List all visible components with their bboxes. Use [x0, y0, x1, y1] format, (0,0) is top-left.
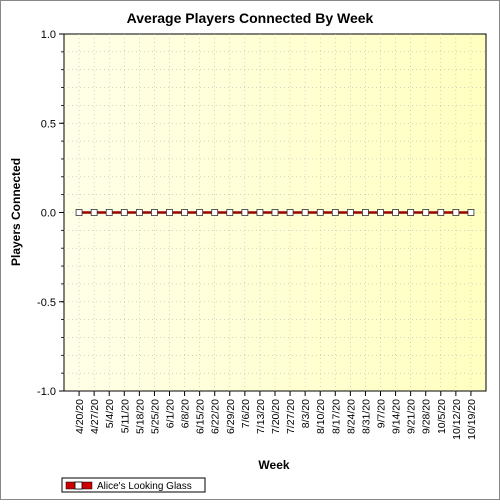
x-tick-label: 6/15/20 — [195, 399, 207, 434]
series-point — [226, 209, 234, 216]
series-point — [151, 209, 158, 216]
series-layer — [75, 209, 475, 216]
series-point — [467, 209, 475, 216]
series-point — [437, 209, 445, 216]
series-point — [392, 209, 399, 216]
y-tick-label: -1.0 — [37, 386, 56, 398]
series-point — [256, 209, 264, 216]
series-point — [316, 209, 324, 216]
series-point — [75, 209, 83, 216]
x-tick-label: 7/13/20 — [255, 399, 267, 434]
series-point — [181, 209, 188, 216]
x-tick-label: 10/19/20 — [466, 399, 478, 440]
series-point — [211, 209, 219, 216]
series-point — [301, 209, 309, 216]
x-tick-label: 5/25/20 — [149, 399, 161, 434]
series-point — [331, 209, 339, 216]
series-point — [407, 209, 415, 216]
x-axis: 4/20/20 4/27/20 5/4/20 5/11/20 5/18/20 5/25/2… — [74, 391, 478, 440]
x-tick-label: 6/22/20 — [210, 399, 222, 434]
legend-marker — [74, 481, 83, 490]
series-point — [105, 209, 113, 216]
x-tick-label: 6/29/20 — [225, 399, 237, 434]
y-axis: 1.0 0.5 0.0 -0.5 -1.0 — [37, 29, 64, 398]
series-point — [90, 209, 98, 216]
chart-title: Average Players Connected By Week — [127, 10, 374, 26]
series-point — [422, 209, 430, 216]
series-point — [196, 209, 204, 216]
x-tick-label: 4/20/20 — [74, 399, 86, 434]
legend: Alice's Looking Glass — [61, 477, 206, 493]
series-point — [452, 209, 460, 216]
y-tick-label: -0.5 — [37, 297, 56, 309]
x-tick-label: 5/11/20 — [119, 399, 131, 433]
series-point — [241, 209, 249, 216]
series-point — [362, 209, 369, 216]
x-tick-label: 5/18/20 — [134, 399, 146, 434]
series-point — [377, 209, 384, 216]
x-tick-label: 6/1/20 — [165, 399, 177, 428]
x-tick-label: 10/5/20 — [436, 399, 448, 434]
x-tick-label: 5/4/20 — [104, 399, 116, 428]
series-point — [135, 209, 143, 216]
x-tick-label: 8/17/20 — [330, 399, 342, 434]
x-tick-label: 8/3/20 — [300, 399, 312, 428]
x-tick-label: 4/27/20 — [89, 399, 101, 434]
series-point — [271, 209, 279, 216]
x-tick-label: 9/7/20 — [376, 399, 388, 428]
series-point — [120, 209, 128, 216]
y-tick-label: 0.0 — [41, 208, 56, 220]
x-tick-label: 8/31/20 — [360, 399, 372, 434]
legend-label: Alice's Looking Glass — [97, 481, 192, 492]
x-axis-label: Week — [258, 458, 289, 472]
series-point — [346, 209, 354, 216]
x-tick-label: 6/8/20 — [180, 399, 192, 428]
legend-box — [61, 477, 206, 493]
series-point — [166, 209, 173, 216]
x-tick-label: 8/24/20 — [345, 399, 357, 434]
x-tick-label: 9/28/20 — [421, 399, 433, 434]
x-tick-label: 9/21/20 — [406, 399, 418, 434]
y-tick-label: 0.5 — [41, 118, 56, 130]
x-tick-label: 7/27/20 — [285, 399, 297, 434]
series-point — [286, 209, 294, 216]
x-tick-label: 10/12/20 — [451, 399, 463, 440]
y-tick-label: 1.0 — [41, 29, 56, 41]
x-tick-label: 9/14/20 — [391, 399, 403, 434]
x-tick-label: 7/6/20 — [240, 399, 252, 428]
x-tick-label: 8/10/20 — [315, 399, 327, 434]
x-tick-label: 7/20/20 — [270, 399, 282, 434]
y-axis-label: Players Connected — [9, 158, 23, 266]
